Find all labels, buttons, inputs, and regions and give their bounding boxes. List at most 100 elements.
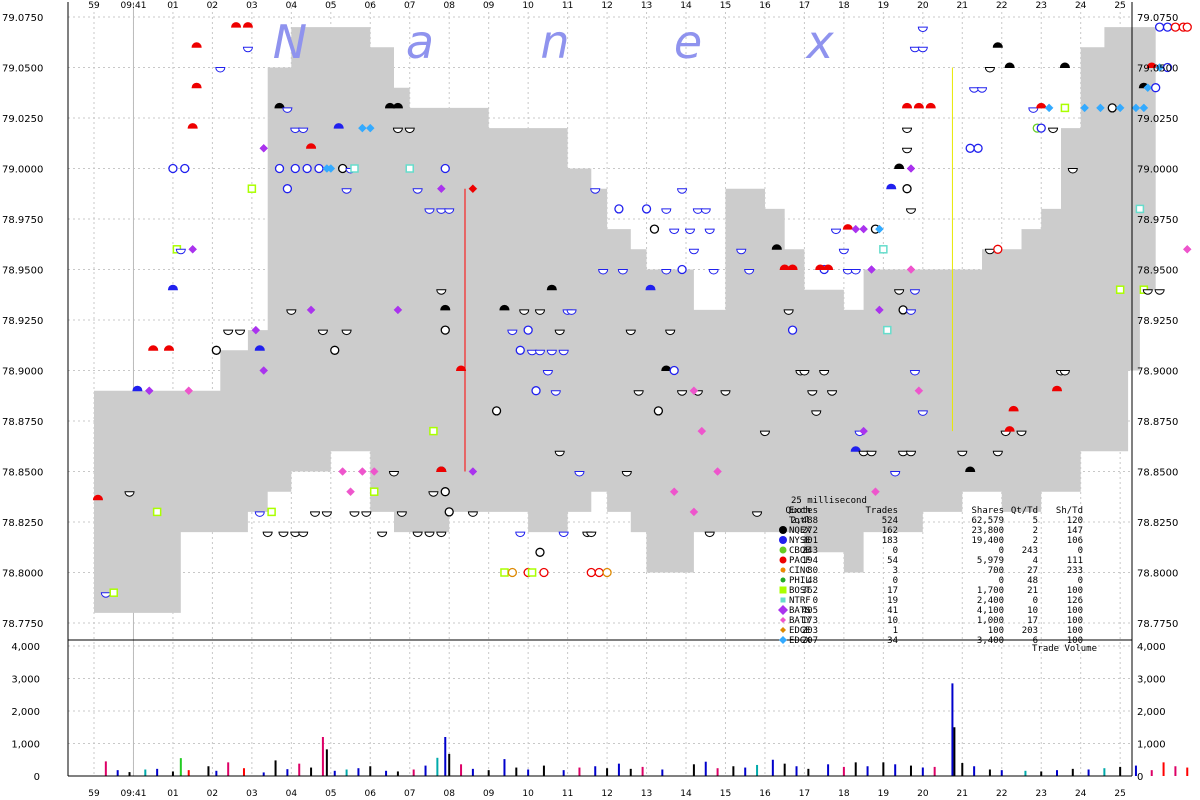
quote-marker	[850, 446, 861, 452]
x-tick-label-top: 08	[443, 1, 455, 11]
x-tick-label-bottom: 08	[443, 789, 455, 799]
quote-marker	[1162, 62, 1173, 73]
x-tick-label-top: 04	[286, 1, 298, 11]
quote-marker	[535, 547, 545, 557]
legend-header: Sh/Td	[1056, 506, 1083, 516]
legend-cell: 21	[1027, 586, 1038, 596]
quote-marker	[188, 244, 198, 254]
quote-marker	[1008, 405, 1019, 412]
legend-cell: 34	[887, 636, 898, 646]
quote-marker	[713, 467, 722, 476]
quote-marker	[842, 224, 853, 230]
quote-marker	[894, 163, 905, 169]
quote-marker	[358, 467, 367, 476]
x-tick-label-top: 15	[720, 1, 731, 11]
legend-cell: 41	[887, 606, 898, 616]
legend-cell: 4	[1033, 556, 1038, 566]
quote-marker	[689, 386, 699, 396]
volume-tick-label-right: 2,000	[1137, 707, 1166, 718]
x-tick-label-bottom: 13	[641, 789, 652, 799]
quote-marker	[909, 370, 920, 376]
quote-marker	[412, 188, 423, 194]
x-tick-label-top: 23	[1035, 1, 1046, 11]
quote-marker	[1016, 430, 1027, 437]
quote-marker	[875, 305, 884, 315]
y-tick-label-left: 78.9500	[2, 266, 43, 277]
quote-marker	[1182, 22, 1192, 32]
quote-marker	[614, 204, 624, 214]
quote-marker	[902, 102, 913, 109]
legend-marker	[780, 577, 786, 583]
y-tick-label-left: 79.0750	[2, 13, 43, 24]
quote-marker	[500, 568, 509, 577]
quote-marker	[684, 228, 695, 235]
x-tick-label-bottom: 17	[799, 789, 810, 799]
legend-cell: 243	[802, 546, 818, 556]
legend-cell: 0	[1078, 546, 1083, 556]
quote-marker	[688, 248, 699, 255]
quote-marker	[338, 467, 347, 476]
quote-marker	[1115, 285, 1125, 294]
legend-cell: 272	[802, 526, 818, 536]
legend-cell: 19	[887, 596, 898, 606]
quote-marker	[1004, 426, 1015, 432]
x-tick-label-bottom: 18	[838, 789, 850, 799]
quote-marker	[109, 588, 118, 597]
legend-cell: 111	[1067, 556, 1083, 566]
quote-marker	[444, 507, 454, 517]
quote-marker	[1080, 103, 1089, 113]
x-tick-label-top: 02	[207, 1, 218, 11]
legend-cell: 524	[882, 516, 898, 526]
quote-marker	[917, 26, 928, 33]
quote-marker	[1060, 103, 1070, 113]
quote-marker	[914, 386, 924, 396]
legend-cell: 5,979	[977, 556, 1004, 566]
legend-cell: 54	[887, 556, 898, 566]
y-tick-label-right: 79.0250	[1137, 114, 1178, 125]
quote-marker	[1096, 103, 1105, 113]
quote-marker	[917, 46, 928, 53]
legend-marker	[779, 536, 787, 544]
quote-marker	[787, 264, 798, 270]
legend-cell: 27	[1027, 566, 1038, 576]
quote-marker	[736, 248, 747, 255]
legend-cell: 1	[893, 626, 898, 636]
x-tick-label-top: 21	[957, 1, 968, 11]
quote-marker	[1154, 289, 1165, 295]
legend-marker	[778, 605, 788, 615]
quote-marker	[405, 164, 414, 173]
quote-marker	[333, 123, 344, 129]
legend-cell: 233	[1067, 566, 1083, 576]
legend-cell: 4,100	[977, 606, 1004, 616]
legend-cell: 700	[988, 566, 1004, 576]
x-tick-label-top: 20	[917, 1, 929, 11]
x-tick-label-top: 06	[365, 1, 377, 11]
legend-marker	[779, 556, 787, 564]
legend-title: 25 millisecond	[791, 496, 867, 506]
x-tick-label-top: 09	[483, 1, 495, 11]
quote-marker	[322, 164, 332, 173]
x-tick-label-top: 03	[246, 1, 257, 11]
quote-marker	[393, 305, 403, 315]
quote-marker	[590, 188, 601, 194]
quote-marker	[1048, 127, 1059, 134]
x-tick-label-top: 24	[1075, 1, 1087, 11]
x-tick-label-top: 14	[680, 1, 692, 11]
legend-cell: 0	[1078, 576, 1083, 586]
quote-marker	[661, 269, 672, 275]
legend-cell: 162	[882, 526, 898, 536]
x-tick-label-bottom: 14	[680, 789, 692, 799]
y-tick-label-left: 78.7750	[2, 619, 43, 630]
quote-marker	[436, 289, 447, 295]
x-tick-label-bottom: 23	[1035, 789, 1046, 799]
quote-marker	[653, 406, 664, 416]
quote-marker	[349, 511, 360, 517]
quote-marker	[819, 370, 830, 376]
volume-tick-label-right: 4,000	[1137, 642, 1166, 653]
quote-marker	[883, 325, 892, 335]
quote-marker	[507, 329, 518, 336]
quote-marker	[594, 567, 604, 578]
quote-marker	[298, 127, 309, 134]
